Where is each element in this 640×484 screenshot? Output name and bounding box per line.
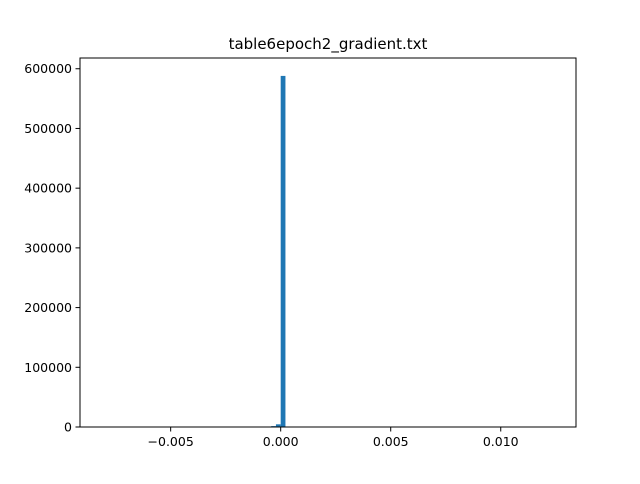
y-tick-label: 300000 <box>24 240 72 255</box>
x-tick-label: 0.005 <box>373 434 409 449</box>
y-tick-label: 500000 <box>24 121 72 136</box>
x-tick-label: 0.000 <box>263 434 299 449</box>
x-tick-label: 0.010 <box>483 434 519 449</box>
y-tick-label: 0 <box>64 420 72 435</box>
y-tick-label: 600000 <box>24 61 72 76</box>
chart-title: table6epoch2_gradient.txt <box>229 35 428 54</box>
x-tick-label: −0.005 <box>148 434 194 449</box>
y-tick-label: 100000 <box>24 360 72 375</box>
y-tick-label: 400000 <box>24 181 72 196</box>
y-tick-label: 200000 <box>24 300 72 315</box>
histogram-bar <box>281 76 286 427</box>
